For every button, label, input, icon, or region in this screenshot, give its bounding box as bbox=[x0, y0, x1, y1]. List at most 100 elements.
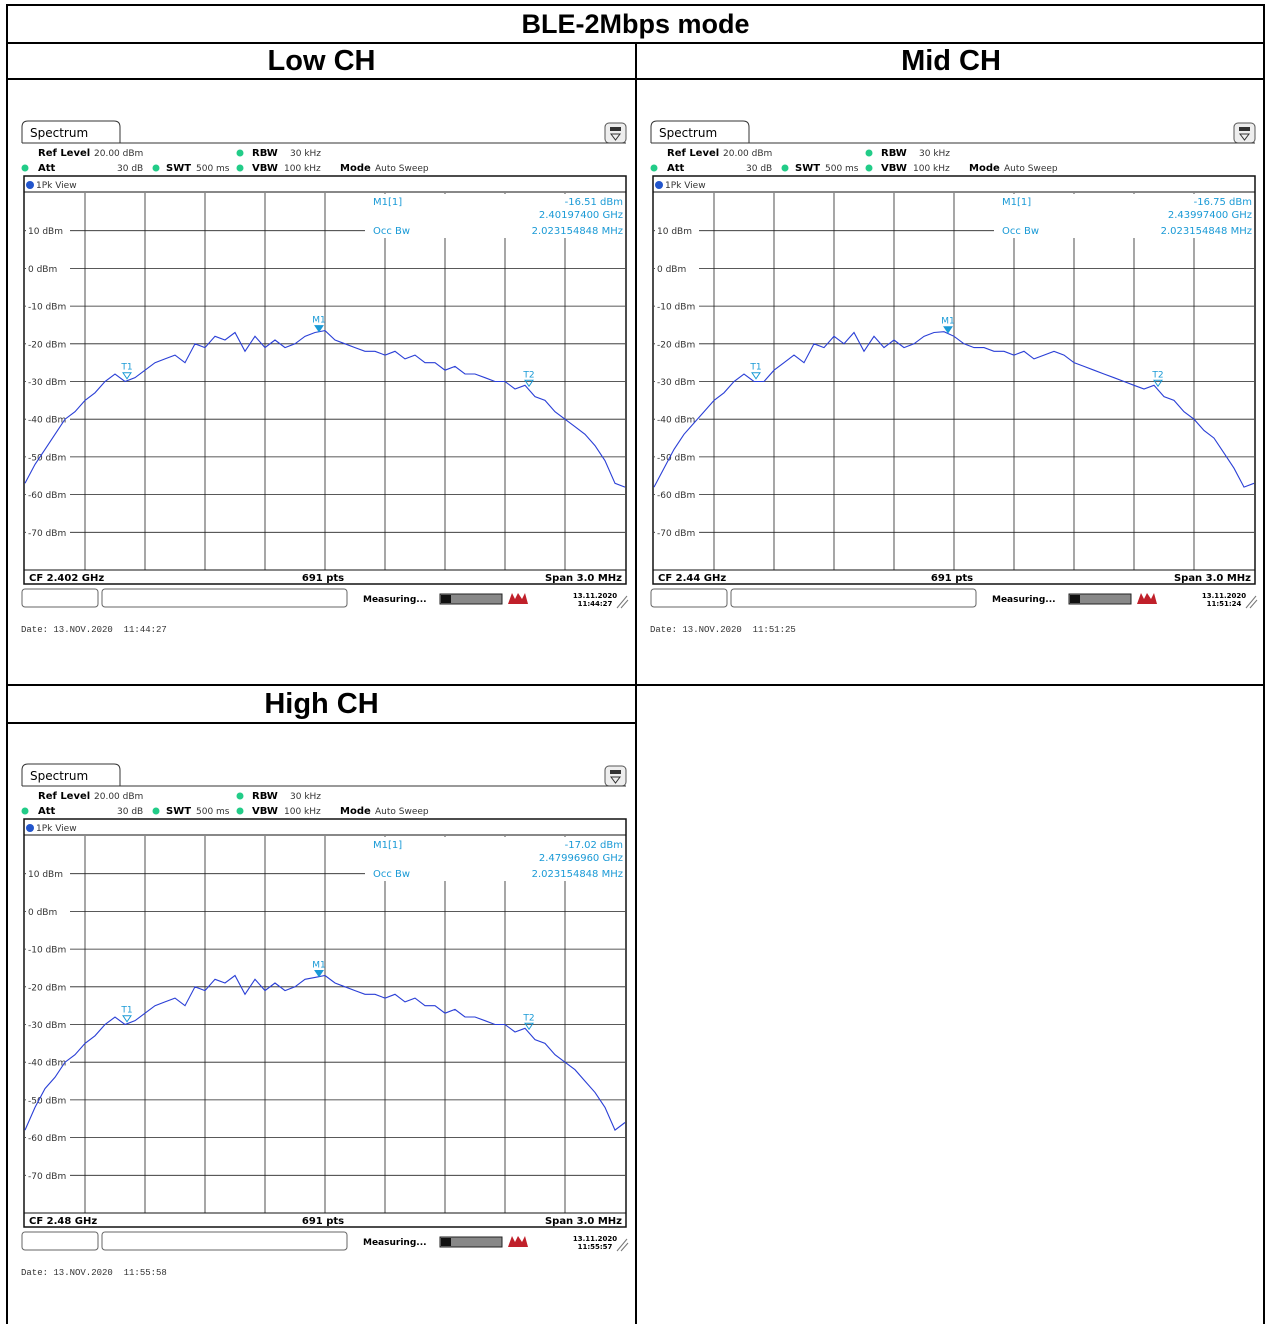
view-label: 1Pk View bbox=[665, 181, 706, 191]
spectrum-tab[interactable] bbox=[650, 120, 750, 143]
center-frequency: CF 2.44 GHz bbox=[658, 573, 726, 584]
status-field[interactable] bbox=[21, 1231, 99, 1251]
vbw-label: VBW bbox=[252, 806, 278, 817]
date-footer-high: Date: 13.NOV.2020 11:55:58 bbox=[21, 1268, 167, 1278]
resize-grip-icon bbox=[1245, 595, 1258, 609]
y-tick-label-bg bbox=[26, 262, 70, 275]
status-date: 13.11.2020 bbox=[1202, 592, 1246, 600]
y-tick-label-bg bbox=[655, 413, 699, 426]
spectrum-analyzer-low-ch: Spectrum Ref Level 20.00 dBm RBW 30 kHz Att 30… bbox=[21, 119, 631, 611]
spectrum-tab-label: Spectrum bbox=[659, 126, 717, 140]
y-tick-label-bg bbox=[26, 337, 70, 350]
y-tick-label-bg bbox=[26, 450, 70, 463]
marker-title: M1[1] bbox=[1002, 197, 1031, 208]
vbw-label: VBW bbox=[252, 163, 278, 174]
spectrum-display: Spectrum Ref Level 20.00 dBm RBW 30 kHz Att 30… bbox=[650, 120, 1258, 609]
tab-menu-icon[interactable] bbox=[1233, 122, 1256, 144]
att-indicator-icon bbox=[21, 164, 29, 172]
marker-level: -16.51 dBm bbox=[565, 197, 623, 208]
vbw-value: 100 kHz bbox=[284, 807, 321, 817]
y-tick-label-bg bbox=[26, 1131, 70, 1144]
status-time: 11:44:27 bbox=[578, 600, 613, 608]
mode-label: Mode bbox=[340, 163, 371, 174]
rbw-value: 30 kHz bbox=[290, 792, 321, 802]
status-field[interactable] bbox=[21, 588, 99, 608]
status-field[interactable] bbox=[650, 588, 728, 608]
rbw-indicator-icon bbox=[236, 149, 244, 157]
y-tick-label: -70 dBm bbox=[657, 529, 695, 539]
y-tick-label: -20 dBm bbox=[657, 340, 695, 350]
rbw-value: 30 kHz bbox=[919, 149, 950, 159]
marker-t2: T2 bbox=[522, 370, 535, 388]
vbw-indicator-icon bbox=[865, 164, 873, 172]
spectrum-tab-label: Spectrum bbox=[30, 126, 88, 140]
y-tick-label-bg bbox=[26, 526, 70, 539]
measuring-status: Measuring... bbox=[992, 595, 1056, 605]
y-tick-label: 10 dBm bbox=[28, 227, 63, 237]
spectrum-trace bbox=[24, 330, 626, 488]
spectrum-trace bbox=[653, 331, 1255, 488]
trace-indicator-icon bbox=[26, 824, 34, 832]
y-tick-label-bg bbox=[26, 300, 70, 313]
status-field[interactable] bbox=[101, 588, 348, 608]
y-tick-label-bg bbox=[655, 300, 699, 313]
tab-menu-icon[interactable] bbox=[604, 765, 627, 787]
occ-bw-value: 2.023154848 MHz bbox=[1161, 226, 1252, 237]
marker-t2: T2 bbox=[1151, 370, 1164, 388]
marker-frequency: 2.47996960 GHz bbox=[539, 853, 623, 864]
marker-label: T2 bbox=[522, 370, 534, 380]
vbw-label: VBW bbox=[881, 163, 907, 174]
rbw-label: RBW bbox=[252, 791, 278, 802]
occ-bw-label: Occ Bw bbox=[1002, 226, 1039, 237]
y-tick-label: -40 dBm bbox=[28, 1059, 66, 1069]
y-tick-label: -60 dBm bbox=[28, 1134, 66, 1144]
resize-grip-icon bbox=[616, 595, 629, 609]
vbw-value: 100 kHz bbox=[913, 164, 950, 174]
marker-level: -16.75 dBm bbox=[1194, 197, 1252, 208]
spectrum-tab[interactable] bbox=[21, 120, 121, 143]
sweep-progress-icon bbox=[1068, 593, 1132, 605]
status-field[interactable] bbox=[101, 1231, 348, 1251]
marker-level: -17.02 dBm bbox=[565, 840, 623, 851]
plot-grid bbox=[654, 193, 1254, 570]
swt-value: 500 ms bbox=[196, 164, 230, 174]
spectrum-tab-label: Spectrum bbox=[30, 769, 88, 783]
att-value: 30 dB bbox=[746, 164, 772, 174]
y-tick-label: -70 dBm bbox=[28, 529, 66, 539]
panel-heading-low: Low CH bbox=[267, 45, 376, 77]
rbw-label: RBW bbox=[252, 148, 278, 159]
sweep-points: 691 pts bbox=[302, 1216, 344, 1227]
logo-icon bbox=[1137, 593, 1157, 604]
mode-label: Mode bbox=[340, 806, 371, 817]
date-footer-low: Date: 13.NOV.2020 11:44:27 bbox=[21, 625, 167, 635]
tab-menu-icon[interactable] bbox=[604, 122, 627, 144]
resize-grip-icon bbox=[616, 1238, 629, 1252]
spectrum-tab[interactable] bbox=[21, 763, 121, 786]
occ-bw-value: 2.023154848 MHz bbox=[532, 226, 623, 237]
view-label: 1Pk View bbox=[36, 181, 77, 191]
y-tick-label: -50 dBm bbox=[657, 453, 695, 463]
marker-label: M1 bbox=[312, 960, 326, 970]
status-field[interactable] bbox=[730, 588, 977, 608]
marker-label: T1 bbox=[749, 363, 761, 373]
att-value: 30 dB bbox=[117, 164, 143, 174]
y-tick-label: -70 dBm bbox=[28, 1172, 66, 1182]
y-tick-label-bg bbox=[655, 526, 699, 539]
y-tick-label-bg bbox=[26, 413, 70, 426]
mode-label: Mode bbox=[969, 163, 1000, 174]
rbw-indicator-icon bbox=[865, 149, 873, 157]
marker-m1: M1 bbox=[312, 316, 326, 333]
column-divider bbox=[635, 684, 637, 1324]
occ-bw-label: Occ Bw bbox=[373, 869, 410, 880]
y-tick-label-bg bbox=[655, 337, 699, 350]
y-tick-label-bg bbox=[26, 905, 70, 918]
span-value: Span 3.0 MHz bbox=[1174, 573, 1251, 584]
marker-label: T1 bbox=[120, 1006, 132, 1016]
marker-label: M1 bbox=[312, 316, 326, 326]
span-value: Span 3.0 MHz bbox=[545, 573, 622, 584]
status-date: 13.11.2020 bbox=[573, 592, 617, 600]
marker-readout-bg bbox=[365, 837, 625, 881]
swt-indicator-icon bbox=[152, 807, 160, 815]
sweep-points: 691 pts bbox=[302, 573, 344, 584]
center-frequency: CF 2.402 GHz bbox=[29, 573, 104, 584]
